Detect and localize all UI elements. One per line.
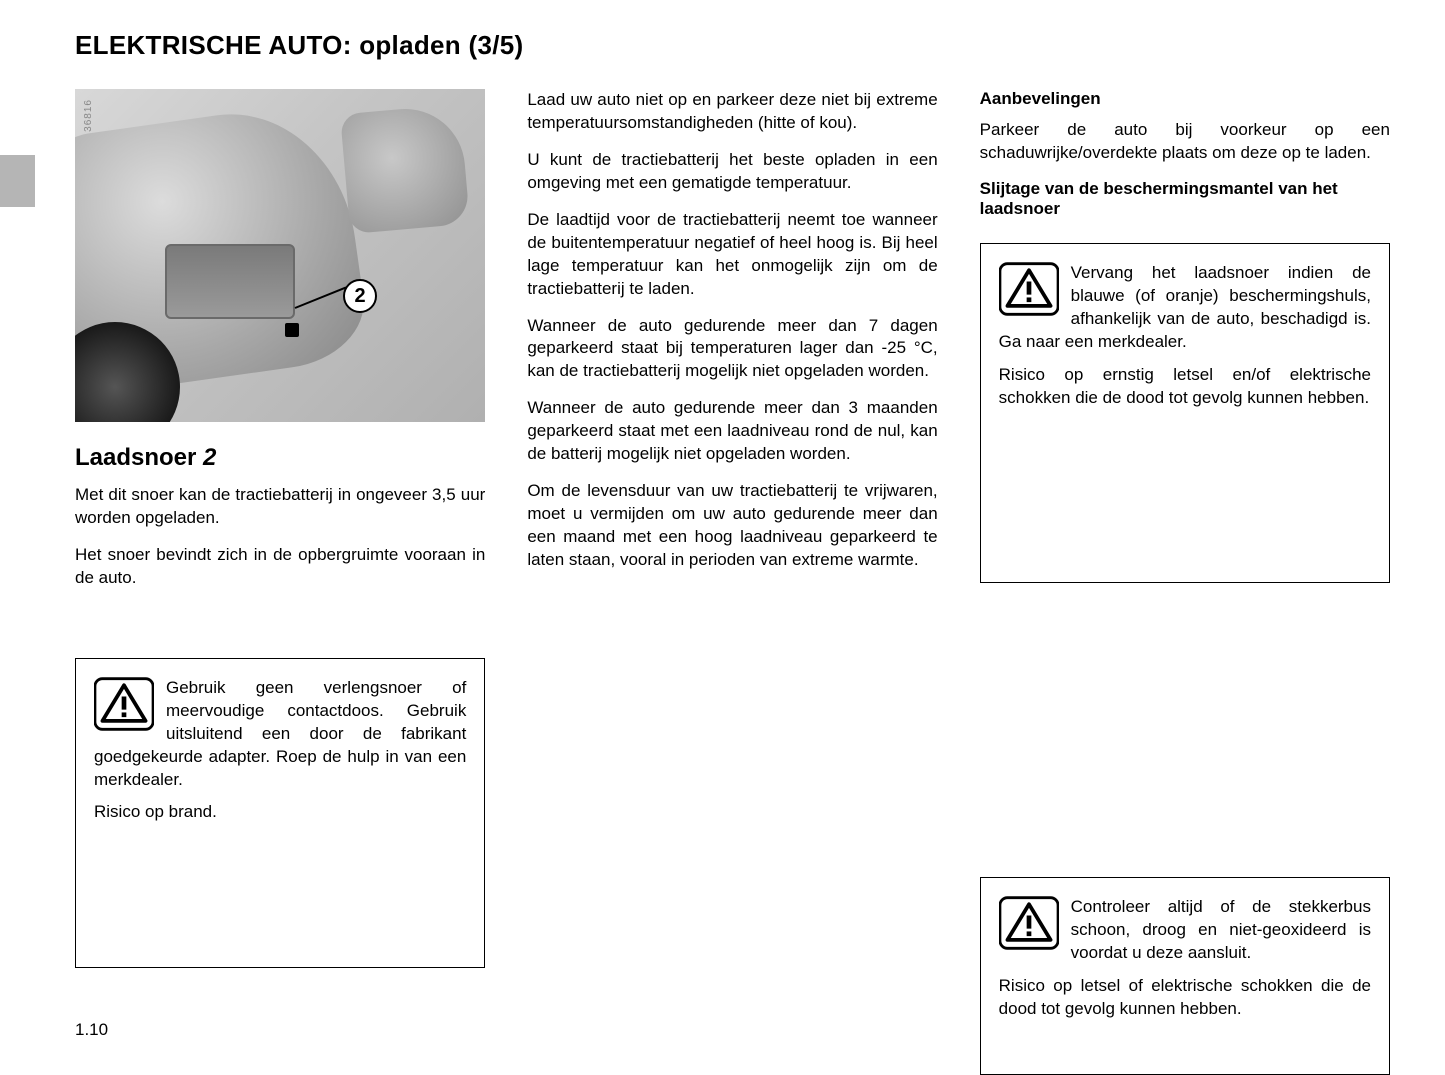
paragraph: Parkeer de auto bij voorkeur op een scha… <box>980 119 1390 165</box>
warning-icon <box>999 896 1059 950</box>
car-panel-shape <box>165 244 295 319</box>
warning-icon <box>94 677 154 731</box>
paragraph: Met dit snoer kan de tractiebatterij in … <box>75 484 485 530</box>
subhead-text: Laadsnoer <box>75 444 196 471</box>
side-tab <box>0 155 35 207</box>
paragraph: U kunt de tractiebatterij het beste opla… <box>527 149 937 195</box>
subhead-number: 2 <box>203 444 216 471</box>
spacer <box>980 583 1390 863</box>
warning-paragraph: Risico op ernstig letsel en/of elektrisc… <box>999 364 1371 410</box>
warning-box: Vervang het laadsnoer indien de blauwe (… <box>980 243 1390 583</box>
car-seat-shape <box>340 104 470 234</box>
section-heading-aanbevelingen: Aanbevelingen <box>980 89 1390 109</box>
callout-dot <box>285 323 299 337</box>
warning-box: Controleer altijd of de stekkerbus schoo… <box>980 877 1390 1075</box>
paragraph: Laad uw auto niet op en parkeer deze nie… <box>527 89 937 135</box>
page-title: ELEKTRISCHE AUTO: opladen (3/5) <box>75 30 1390 61</box>
section-heading-laadsnoer: Laadsnoer 2 <box>75 444 485 472</box>
column-3: Aanbevelingen Parkeer de auto bij voorke… <box>980 89 1390 1075</box>
columns-container: 36816 2 Laadsnoer 2 Met dit snoer kan de… <box>75 89 1390 1075</box>
warning-icon <box>999 262 1059 316</box>
column-1: 36816 2 Laadsnoer 2 Met dit snoer kan de… <box>75 89 485 1075</box>
page-number: 1.10 <box>75 1020 108 1040</box>
warning-box: Gebruik geen verlengsnoer of meervoudige… <box>75 658 485 968</box>
warning-paragraph: Risico op letsel of elektrische schokken… <box>999 975 1371 1021</box>
paragraph: Het snoer bevindt zich in de opbergruimt… <box>75 544 485 590</box>
paragraph: De laadtijd voor de tractiebatterij neem… <box>527 209 937 301</box>
manual-page: ELEKTRISCHE AUTO: opladen (3/5) 36816 2 … <box>0 0 1445 1070</box>
section-heading-slijtage: Slijtage van de beschermingsmantel van h… <box>980 179 1390 219</box>
vehicle-figure: 36816 2 <box>75 89 485 422</box>
column-2: Laad uw auto niet op en parkeer deze nie… <box>527 89 937 1075</box>
callout-number: 2 <box>343 279 377 313</box>
paragraph: Wanneer de auto gedurende meer dan 3 maa… <box>527 397 937 466</box>
paragraph: Om de levensduur van uw tractiebatterij … <box>527 480 937 572</box>
warning-paragraph: Risico op brand. <box>94 801 466 824</box>
paragraph: Wanneer de auto gedurende meer dan 7 dag… <box>527 315 937 384</box>
image-id: 36816 <box>83 99 94 132</box>
